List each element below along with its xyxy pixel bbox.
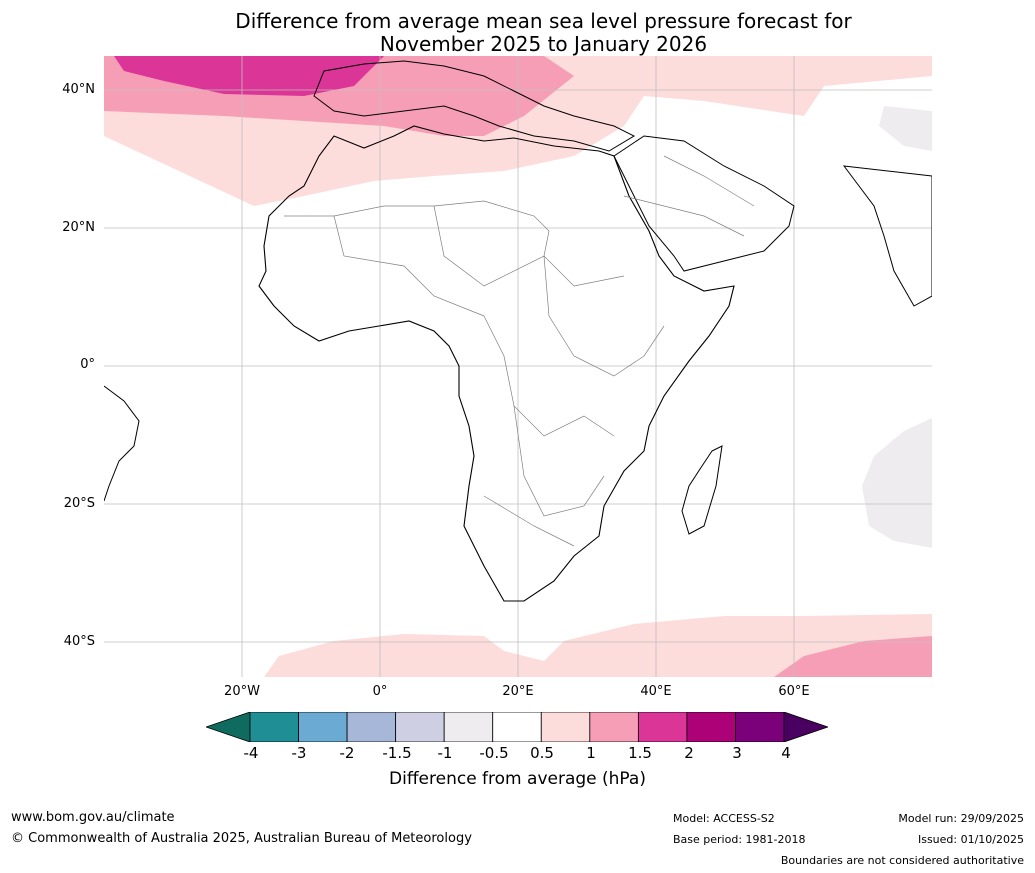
lon-label-60e: 60°E	[778, 684, 810, 699]
colorbar-bin	[735, 711, 785, 743]
colorbar-bin	[540, 711, 591, 743]
colorbar-tick: 1.5	[628, 744, 652, 762]
colorbar-svg	[204, 711, 830, 743]
colorbar-tick: 3	[732, 744, 742, 762]
colorbar-bin	[395, 711, 445, 743]
colorbar-bin	[298, 711, 348, 743]
colorbar-bin	[589, 711, 639, 743]
footer-disclaimer: Boundaries are not considered authoritat…	[780, 854, 1024, 867]
south-america-coast	[104, 385, 140, 502]
colorbar-under-arrow	[204, 711, 251, 743]
colorbar-tick: -3	[291, 744, 307, 762]
madagascar	[681, 445, 723, 535]
anomaly-region-north-strong	[114, 56, 384, 96]
colorbar	[204, 711, 830, 743]
graticule	[104, 56, 932, 677]
lon-label-20w: 20°W	[224, 684, 260, 699]
footer-model-run: Model run: 29/09/2025	[898, 812, 1024, 825]
colorbar-bin	[249, 711, 299, 743]
lon-label-0: 0°	[372, 684, 388, 699]
anomaly-region-indian-ocean	[862, 418, 932, 548]
footer-copyright: © Commonwealth of Australia 2025, Austra…	[11, 831, 472, 846]
colorbar-label: Difference from average (hPa)	[389, 769, 646, 789]
footer-base-period: Base period: 1981-2018	[673, 833, 806, 846]
colorbar-over-arrow	[783, 711, 830, 743]
colorbar-bin	[443, 711, 494, 743]
lat-label-40n: 40°N	[62, 82, 95, 97]
africa-coastline	[258, 125, 735, 602]
colorbar-tick: -2	[339, 744, 355, 762]
footer-website: www.bom.gov.au/climate	[11, 810, 175, 825]
lon-label-40e: 40°E	[640, 684, 672, 699]
colorbar-tick: 4	[781, 744, 791, 762]
footer-model: Model: ACCESS-S2	[673, 812, 775, 825]
anomaly-region-east-negative	[879, 106, 932, 151]
lat-label-40s: 40°S	[63, 634, 95, 649]
map-title: Difference from average mean sea level p…	[0, 10, 1035, 56]
lon-label-20e: 20°E	[502, 684, 534, 699]
colorbar-bin	[637, 711, 688, 743]
country-borders	[284, 155, 755, 547]
footer-issued: Issued: 01/10/2025	[917, 833, 1024, 846]
colorbar-bin	[686, 711, 736, 743]
colorbar-bin	[492, 711, 542, 743]
colorbar-tick: 2	[684, 744, 694, 762]
colorbar-tick: -0.5	[479, 744, 509, 762]
colorbar-tick: 0.5	[530, 744, 554, 762]
anomaly-region-south-light	[264, 614, 932, 677]
colorbar-tick: -4	[243, 744, 259, 762]
map-svg	[104, 56, 932, 677]
arabian-peninsula	[613, 135, 795, 272]
colorbar-tick: 1	[586, 744, 596, 762]
title-line-1: Difference from average mean sea level p…	[235, 9, 852, 33]
lat-label-20n: 20°N	[62, 220, 95, 235]
title-line-2: November 2025 to January 2026	[379, 32, 708, 56]
india	[842, 165, 932, 307]
lat-label-0: 0°	[80, 357, 95, 372]
colorbar-tick: -1.5	[382, 744, 412, 762]
colorbar-tick: -1	[437, 744, 453, 762]
europe-coastline	[313, 60, 636, 152]
colorbar-bin	[346, 711, 397, 743]
anomaly-region-south-medium	[774, 636, 932, 677]
lat-label-20s: 20°S	[63, 496, 95, 511]
pressure-anomaly-map	[104, 56, 932, 677]
